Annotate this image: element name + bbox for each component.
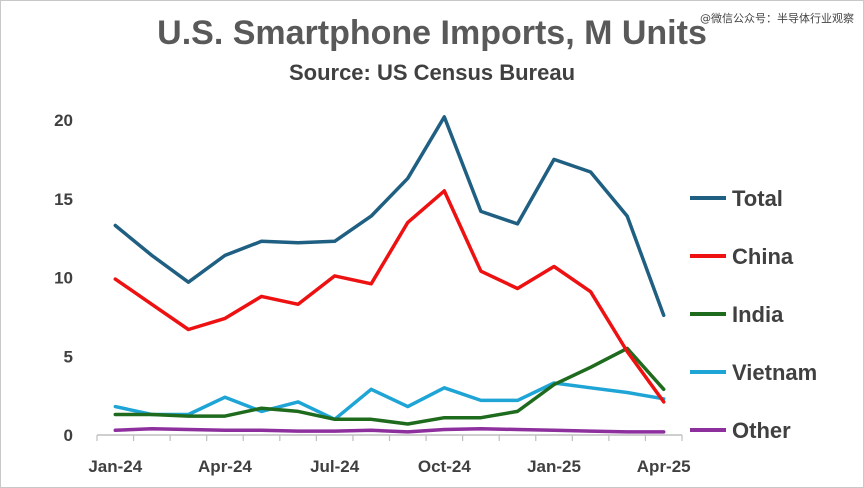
legend-label-total: Total bbox=[732, 186, 783, 211]
y-tick-label: 10 bbox=[54, 269, 73, 288]
x-tick-label: Jul-24 bbox=[310, 457, 360, 476]
watermark-text: @微信公众号：半导体行业观察 bbox=[700, 12, 854, 25]
y-tick-label: 0 bbox=[64, 426, 73, 445]
x-tick-label: Apr-25 bbox=[637, 457, 691, 476]
series-line-china bbox=[113, 189, 666, 404]
series-line-total bbox=[113, 115, 666, 318]
series-line-india bbox=[113, 346, 666, 426]
chart-title: U.S. Smartphone Imports, M Units bbox=[157, 14, 707, 52]
y-tick-label: 15 bbox=[54, 190, 73, 209]
y-tick-label: 5 bbox=[64, 347, 73, 366]
series-line-vietnam bbox=[113, 381, 666, 422]
x-tick-label: Jan-25 bbox=[527, 457, 581, 476]
series-line-other bbox=[113, 426, 666, 434]
x-tick-label: Jan-24 bbox=[88, 457, 142, 476]
x-tick-label: Oct-24 bbox=[418, 457, 471, 476]
x-tick-label: Apr-24 bbox=[198, 457, 252, 476]
legend-label-china: China bbox=[732, 244, 794, 269]
legend-label-vietnam: Vietnam bbox=[732, 360, 817, 385]
legend-label-other: Other bbox=[732, 418, 791, 443]
legend-label-india: India bbox=[732, 302, 784, 327]
chart-subtitle: Source: US Census Bureau bbox=[288, 60, 576, 85]
y-tick-label: 20 bbox=[54, 111, 73, 130]
